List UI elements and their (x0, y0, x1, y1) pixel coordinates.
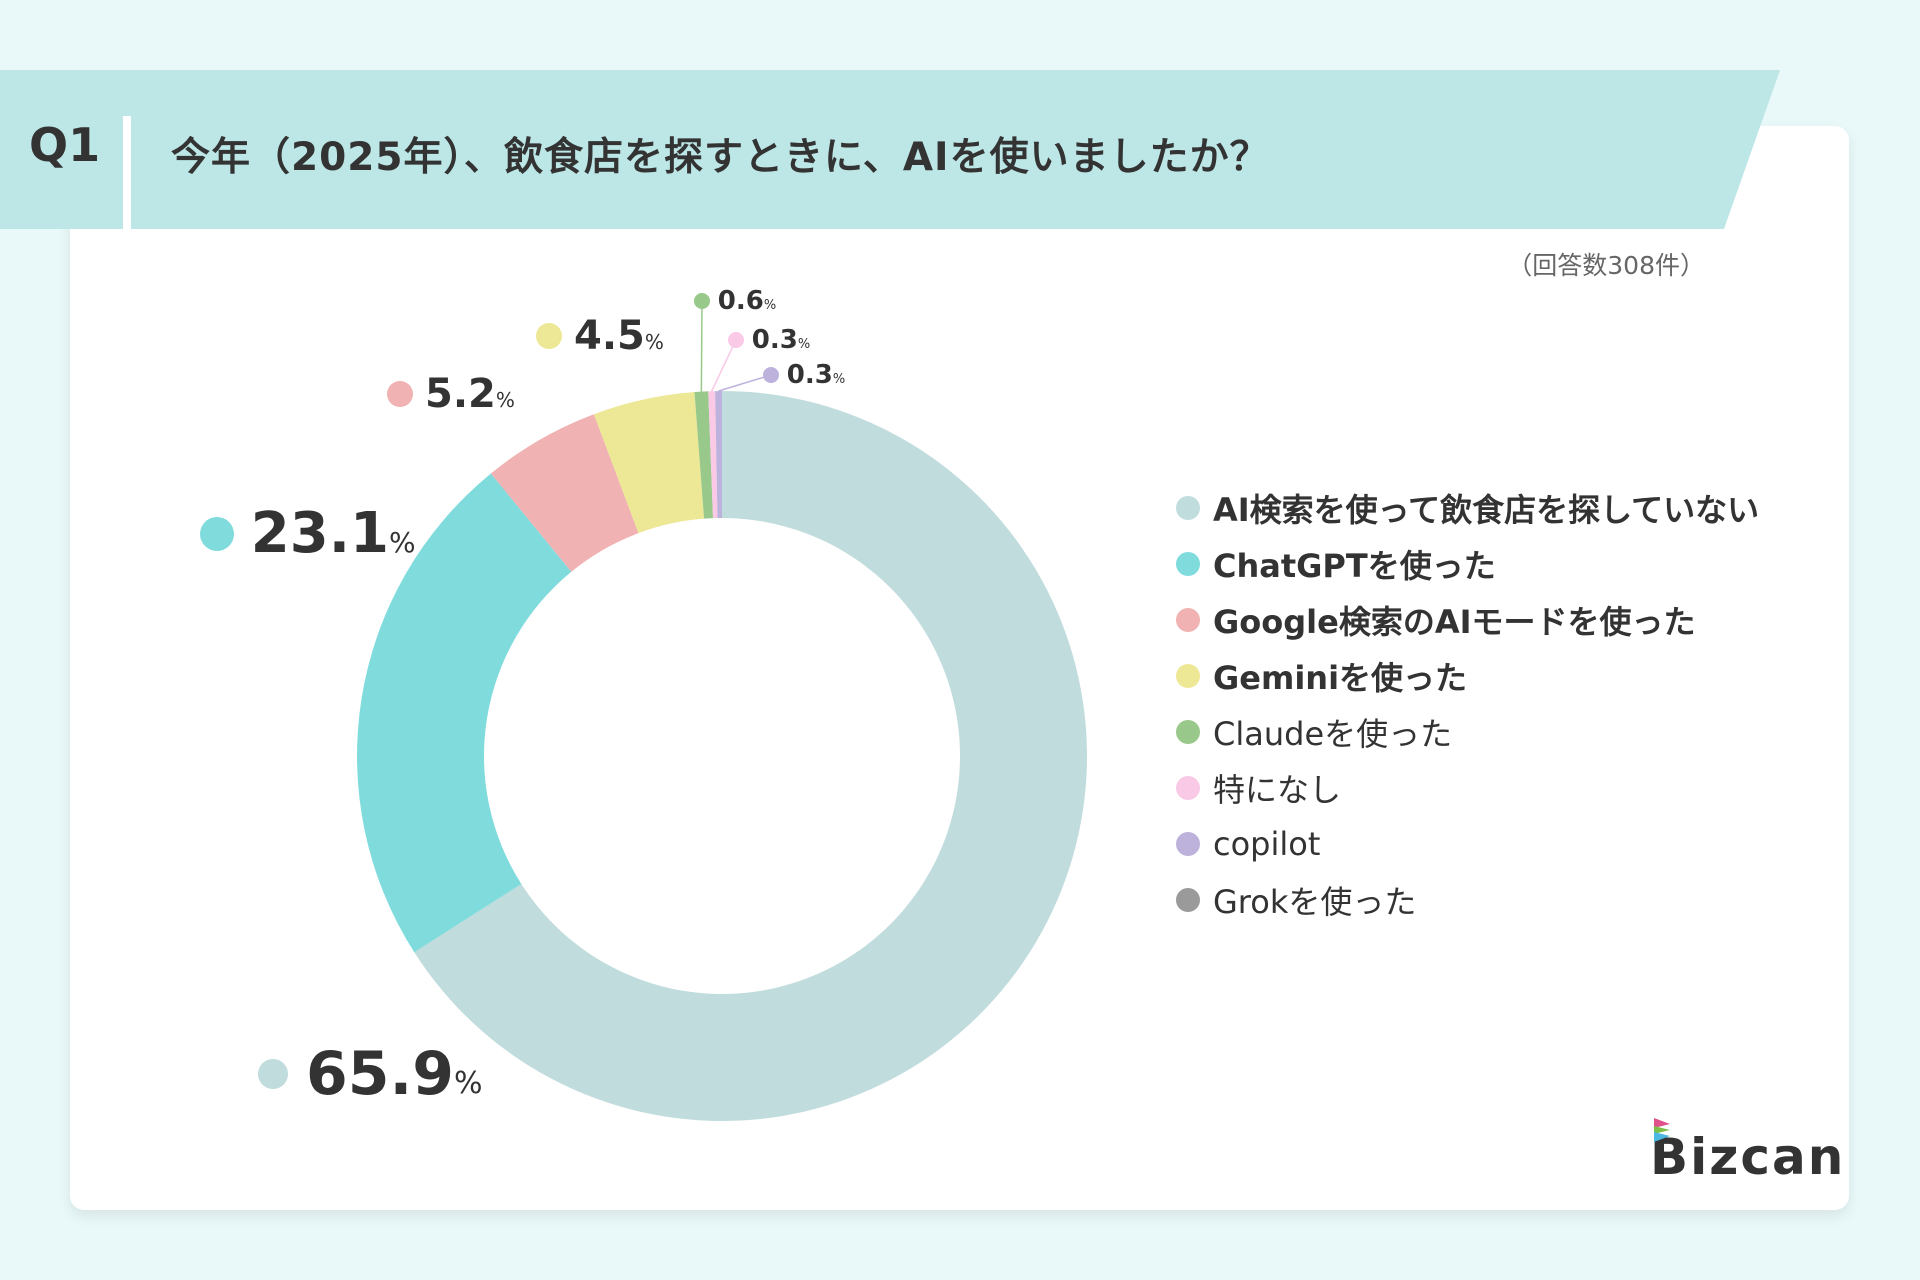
header-band (0, 70, 1780, 229)
legend-item: 特になし (1176, 760, 1759, 816)
legend-item: Grokを使った (1176, 872, 1759, 928)
legend-label: Google検索のAIモードを使った (1213, 603, 1696, 641)
label-value: 0.3 (751, 324, 798, 355)
legend-dot (1176, 664, 1200, 688)
label-dot (536, 323, 562, 349)
legend-label: AI検索を使って飲食店を探していない (1213, 491, 1760, 529)
donut-slice (414, 391, 1087, 1121)
leader-line (700, 300, 703, 392)
legend-dot (1176, 832, 1200, 856)
label-unit: % (832, 371, 846, 387)
legend-dot (1176, 552, 1200, 576)
label-value: 0.3 (786, 359, 833, 390)
label-value: 5.2 (425, 371, 496, 417)
label-value: 4.5 (574, 313, 645, 359)
legend-label: Geminiを使った (1213, 659, 1468, 697)
data-label: 0.6% (694, 285, 776, 316)
legend-dot (1176, 496, 1200, 520)
label-unit: % (763, 297, 777, 313)
response-count: （回答数308件） (1507, 251, 1705, 280)
label-unit: % (797, 336, 811, 352)
leader-line (710, 339, 737, 392)
donut-slice (490, 414, 639, 572)
data-label: 0.3% (763, 359, 845, 390)
label-dot (763, 366, 779, 383)
donut-slice (694, 391, 714, 519)
label-unit: % (495, 388, 515, 412)
label-unit: % (454, 1066, 483, 1101)
data-label: 5.2% (387, 370, 515, 418)
bizcan-logo: Bizcan (1650, 1118, 1845, 1186)
label-dot (387, 381, 413, 407)
label-dot (258, 1059, 288, 1089)
legend: AI検索を使って飲食店を探していない ChatGPTを使った Google検索のAI… (1176, 480, 1759, 928)
legend-dot (1176, 608, 1200, 632)
data-label: 23.1% (200, 500, 416, 567)
question-number: Q1 (29, 118, 101, 172)
legend-dot (1176, 888, 1200, 912)
legend-label: ChatGPTを使った (1213, 547, 1496, 585)
logo-mark-icon (1654, 1118, 1670, 1142)
label-value: 23.1 (250, 501, 389, 567)
data-label: 65.9% (258, 1038, 483, 1110)
legend-item: ChatGPTを使った (1176, 536, 1759, 592)
donut-slice (356, 473, 572, 953)
label-unit: % (644, 330, 664, 354)
donut-slice (708, 391, 718, 519)
legend-label: copilot (1213, 825, 1321, 863)
donut-slice (593, 392, 705, 534)
donut-slice (715, 391, 722, 519)
page-title: 今年（2025年）、飲食店を探すときに、AIを使いましたか？ (171, 135, 1270, 180)
legend-item: Claudeを使った (1176, 704, 1759, 760)
legend-item: AI検索を使って飲食店を探していない (1176, 480, 1759, 536)
legend-label: Claudeを使った (1213, 715, 1453, 753)
leader-line (718, 374, 772, 392)
data-label: 4.5% (536, 312, 664, 360)
legend-dot (1176, 776, 1200, 800)
legend-dot (1176, 720, 1200, 744)
header-divider (123, 116, 131, 229)
label-dot (728, 331, 744, 348)
label-value: 0.6 (717, 285, 764, 316)
legend-label: 特になし (1213, 771, 1342, 809)
label-dot (694, 292, 710, 309)
legend-item: Geminiを使った (1176, 648, 1759, 704)
label-dot (200, 516, 234, 551)
legend-item: copilot (1176, 816, 1759, 872)
legend-item: Google検索のAIモードを使った (1176, 592, 1759, 648)
label-value: 65.9 (306, 1039, 455, 1109)
data-label: 0.3% (728, 324, 810, 355)
legend-label: Grokを使った (1213, 883, 1417, 921)
label-unit: % (388, 526, 416, 560)
